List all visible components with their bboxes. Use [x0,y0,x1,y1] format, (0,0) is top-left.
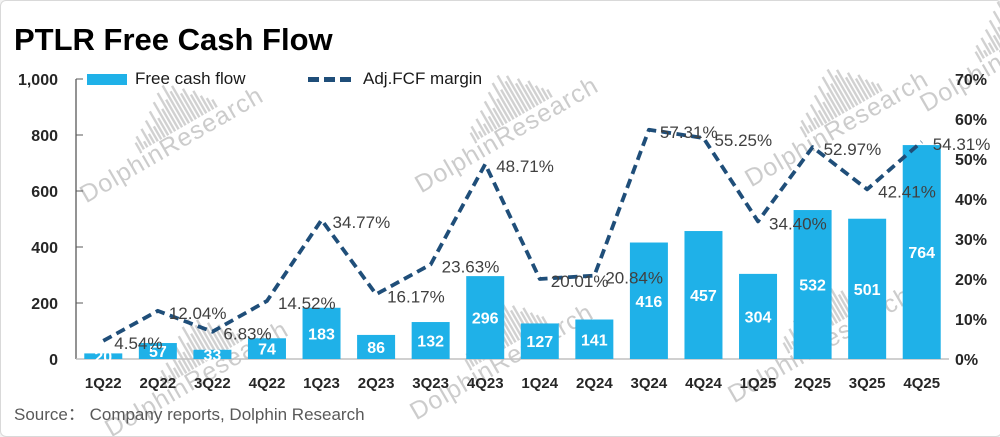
left-axis-label: 1,000 [18,72,58,89]
bar-1Q24 [520,323,559,359]
bar-value-label-4Q22: 74 [258,342,276,359]
x-axis-label-4Q23: 4Q23 [467,375,504,392]
bar-4Q22 [247,338,286,359]
left-axis-label: 200 [31,296,58,313]
x-axis-label-4Q25: 4Q25 [903,375,940,392]
right-axis-label: 60% [955,112,987,129]
margin-point-label-1Q22: 4.54% [114,334,162,353]
legend-label-free-cash-flow: Free cash flow [135,69,246,88]
margin-point-label-3Q22: 6.83% [223,325,271,344]
bar-3Q25 [848,218,887,359]
bar-4Q25 [902,145,941,359]
x-axis-label-2Q24: 2Q24 [576,375,613,392]
x-axis-label-3Q22: 3Q22 [194,375,231,392]
bar-value-label-4Q25: 764 [908,245,935,262]
x-axis-label-3Q25: 3Q25 [849,375,886,392]
bar-4Q24 [684,231,723,359]
left-axis-label: 800 [31,128,58,145]
x-axis-label-2Q23: 2Q23 [358,375,395,392]
margin-point-label-1Q25: 34.40% [769,214,827,233]
margin-point-label-3Q23: 23.63% [442,257,500,276]
x-axis-label-4Q24: 4Q24 [685,375,722,392]
margin-point-label-1Q24: 20.01% [551,272,609,291]
right-axis-label: 20% [955,272,987,289]
bar-2Q24 [575,319,614,359]
dashed-line-swatch-icon [308,76,354,82]
right-axis-label: 40% [955,192,987,209]
bar-value-label-4Q24: 457 [690,288,717,305]
left-axis-label: 0 [49,352,58,369]
bar-value-label-2Q25: 532 [799,278,826,295]
right-axis-label: 0% [955,352,978,369]
x-axis-label-3Q23: 3Q23 [412,375,449,392]
bar-value-label-1Q24: 127 [526,334,553,351]
bar-value-label-1Q22: 20 [94,349,112,366]
legend-item-free-cash-flow: Free cash flow [87,67,246,91]
margin-point-label-3Q25: 42.41% [878,182,936,201]
bar-1Q25 [739,273,778,359]
legend-item-adj-fcf-margin: Adj.FCF margin [307,67,482,91]
margin-point-label-4Q24: 55.25% [714,131,772,150]
bar-3Q22 [193,349,232,359]
margin-point-label-1Q23: 34.77% [333,213,391,232]
margin-point-label-4Q23: 48.71% [496,157,554,176]
bar-3Q24 [629,242,668,359]
legend-label-adj-fcf-margin: Adj.FCF margin [363,69,483,88]
x-axis-label-1Q25: 1Q25 [740,375,777,392]
margin-point-label-2Q25: 52.97% [824,140,882,159]
margin-point-label-4Q25: 54.31% [933,135,991,154]
x-axis-label-2Q25: 2Q25 [794,375,831,392]
margin-point-label-2Q24: 20.84% [605,269,663,288]
bar-3Q23 [411,322,450,359]
bar-2Q25 [793,210,832,359]
margin-line [102,127,923,343]
margin-point-label-2Q22: 12.04% [169,304,227,323]
bar-1Q22 [84,353,123,359]
bar-4Q23 [466,276,505,359]
bar-value-label-3Q23: 132 [417,334,444,351]
chart-title: PTLR Free Cash Flow [14,22,333,57]
bar-value-label-1Q25: 304 [745,309,772,326]
bar-value-label-3Q24: 416 [636,294,663,311]
bar-value-label-1Q23: 183 [308,326,335,343]
bar-value-label-4Q23: 296 [472,311,499,328]
margin-point-label-2Q23: 16.17% [387,287,445,306]
bar-2Q23 [357,334,396,359]
bar-value-label-3Q25: 501 [854,282,881,299]
x-axis-label-2Q22: 2Q22 [139,375,176,392]
right-axis-label: 50% [955,152,987,169]
right-axis-label: 30% [955,232,987,249]
right-axis-label: 70% [955,72,987,89]
left-axis-label: 400 [31,240,58,257]
x-axis-label-1Q23: 1Q23 [303,375,340,392]
x-axis-label-1Q22: 1Q22 [85,375,122,392]
bar-value-label-2Q22: 57 [149,344,167,361]
bar-value-label-2Q24: 141 [581,332,608,349]
bar-value-label-3Q22: 33 [204,347,222,364]
bar-1Q23 [302,307,341,359]
bar-2Q22 [138,343,177,359]
right-axis-label: 10% [955,312,987,329]
left-axis-label: 600 [31,184,58,201]
margin-point-label-3Q24: 57.31% [660,123,718,142]
bar-swatch-icon [87,73,127,85]
x-axis-label-4Q22: 4Q22 [249,375,286,392]
x-axis-label-1Q24: 1Q24 [521,375,558,392]
source-note: Source： Company reports, Dolphin Researc… [14,405,365,424]
margin-point-label-4Q22: 14.52% [278,294,336,313]
bar-value-label-2Q23: 86 [367,340,385,357]
x-axis-label-3Q24: 3Q24 [631,375,668,392]
